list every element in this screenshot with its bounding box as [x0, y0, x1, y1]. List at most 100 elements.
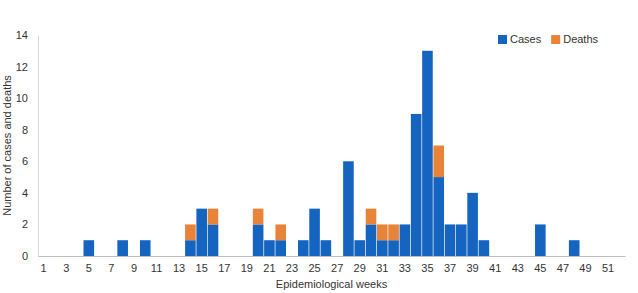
y-axis: 02468101214 — [16, 29, 39, 262]
x-tick-label: 23 — [286, 262, 298, 274]
bar — [411, 114, 422, 256]
bar — [298, 240, 309, 256]
bar — [309, 208, 320, 209]
legend-item: Cases — [498, 33, 542, 45]
y-axis-title: Number of cases and deaths — [1, 75, 13, 216]
bar — [569, 240, 580, 241]
legend-item: Deaths — [551, 33, 598, 45]
x-tick-label: 29 — [354, 262, 366, 274]
bar — [524, 256, 535, 257]
y-tick-label: 0 — [22, 250, 28, 262]
x-tick: 45 — [534, 256, 546, 274]
x-tick: 7 — [108, 256, 114, 274]
bar — [400, 224, 411, 225]
bar — [512, 256, 523, 257]
bar — [479, 240, 490, 256]
plot: 0246810121413579111315171921232527293133… — [16, 29, 626, 274]
series-0 — [83, 51, 579, 256]
bar — [433, 177, 444, 256]
x-tick-label: 19 — [241, 262, 253, 274]
bar — [219, 256, 230, 257]
bar — [490, 256, 501, 257]
x-tick-label: 13 — [173, 262, 185, 274]
bar — [591, 256, 602, 257]
x-tick-label: 49 — [579, 262, 591, 274]
bar — [501, 256, 512, 257]
x-axis-title: Epidemiological weeks — [276, 278, 388, 290]
bar — [242, 256, 253, 257]
x-tick: 23 — [286, 256, 298, 274]
bar — [467, 192, 478, 193]
bar — [445, 224, 456, 256]
bar — [208, 224, 219, 256]
bar — [117, 240, 128, 256]
bar — [422, 51, 433, 256]
bar — [456, 224, 467, 225]
x-tick: 15 — [196, 256, 208, 274]
bar — [388, 240, 399, 256]
x-tick-label: 1 — [41, 262, 47, 274]
bar — [275, 240, 286, 256]
y-tick: 4 — [22, 187, 38, 199]
bar — [129, 256, 140, 257]
x-tick-label: 15 — [196, 262, 208, 274]
bar — [95, 256, 106, 257]
bar — [72, 256, 83, 257]
x-tick-label: 39 — [466, 262, 478, 274]
bar — [253, 224, 264, 256]
x-tick-label: 7 — [108, 262, 114, 274]
bar — [95, 256, 106, 257]
bar — [298, 240, 309, 241]
x-tick-label: 9 — [131, 262, 137, 274]
legend-swatch — [551, 35, 560, 44]
x-axis: 1357911131517192123252729313335373941434… — [39, 256, 626, 274]
bar — [321, 240, 332, 241]
bar — [467, 193, 478, 256]
bar — [196, 209, 207, 256]
x-tick: 49 — [579, 256, 591, 274]
x-tick-label: 47 — [557, 262, 569, 274]
x-tick: 5 — [86, 256, 92, 274]
bar — [264, 240, 275, 241]
bar — [117, 240, 128, 241]
y-tick-label: 4 — [22, 187, 28, 199]
bar — [208, 209, 219, 225]
y-tick-label: 6 — [22, 155, 28, 167]
bar — [287, 256, 298, 257]
x-tick: 27 — [331, 256, 343, 274]
bar — [332, 256, 343, 257]
x-tick-label: 5 — [86, 262, 92, 274]
x-tick: 29 — [354, 256, 366, 274]
bar — [151, 256, 162, 257]
x-tick: 39 — [466, 256, 478, 274]
x-tick: 13 — [173, 256, 185, 274]
x-tick: 37 — [444, 256, 456, 274]
legend-label: Cases — [510, 33, 542, 45]
x-tick: 3 — [63, 256, 69, 274]
bar — [591, 256, 602, 257]
bar — [501, 256, 512, 257]
bar — [377, 240, 388, 256]
bar — [140, 240, 151, 241]
bar — [309, 209, 320, 256]
bar — [83, 240, 94, 256]
y-tick-label: 8 — [22, 124, 28, 136]
bar — [163, 256, 174, 257]
bars — [83, 51, 579, 256]
y-tick: 6 — [22, 155, 38, 167]
bar — [603, 256, 614, 257]
bar — [140, 240, 151, 256]
chart: 0246810121413579111315171921232527293133… — [0, 0, 638, 293]
bar — [174, 256, 185, 257]
x-tick-label: 27 — [331, 262, 343, 274]
y-tick-label: 12 — [16, 61, 28, 73]
x-tick: 25 — [308, 256, 320, 274]
bar — [253, 209, 264, 225]
bar — [354, 240, 365, 256]
x-tick: 51 — [602, 256, 614, 274]
bar — [388, 224, 399, 240]
bar — [400, 224, 411, 256]
bar — [219, 256, 230, 257]
legend-label: Deaths — [563, 33, 598, 45]
y-tick: 14 — [16, 29, 38, 41]
